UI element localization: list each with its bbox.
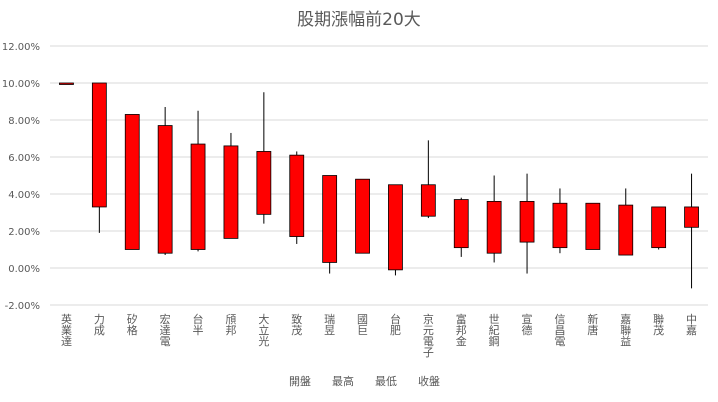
candle-body (223, 145, 239, 239)
legend-label-low: 最低 (375, 375, 397, 388)
chart-title: 股期漲幅前20大 (297, 10, 421, 30)
y-tick-label: 2.00% (8, 227, 40, 238)
legend-label-high: 最高 (332, 374, 354, 388)
x-category-label: 信昌電 (554, 313, 565, 348)
candles-layer (59, 82, 699, 289)
x-category-label: 宣德 (522, 312, 533, 337)
candle (91, 82, 107, 233)
candle (519, 173, 535, 274)
candle (618, 188, 634, 256)
x-category-label: 嘉聯益 (620, 312, 631, 348)
candle-body (190, 143, 206, 250)
candle-body (651, 206, 667, 249)
candle (124, 114, 140, 250)
candle-body (684, 206, 699, 228)
candle-body (256, 151, 272, 215)
x-category-label: 世紀鋼 (489, 313, 500, 348)
candle (684, 173, 699, 289)
legend-label-open: 開盤 (289, 375, 311, 388)
candle (552, 188, 568, 254)
y-tick-label: 8.00% (8, 116, 40, 127)
x-category-label: 瑞昱 (324, 312, 335, 337)
candle (355, 178, 370, 254)
x-category-label: 頎邦 (225, 313, 236, 337)
candle (289, 151, 305, 244)
x-category-label: 富邦金 (456, 312, 467, 348)
legend-label-close: 收盤 (418, 374, 440, 388)
y-tick-label: 10.00% (2, 79, 40, 90)
x-category-label: 國巨 (357, 313, 368, 337)
candle (59, 82, 74, 85)
candle-body (289, 154, 305, 237)
candle (256, 92, 272, 224)
candle (585, 202, 601, 250)
legend: 開盤 最高 最低 收盤 (289, 374, 440, 388)
y-tick-label: 0.00% (8, 264, 40, 275)
x-category-label: 大立光 (258, 312, 269, 348)
candle-body (157, 125, 173, 254)
x-category-label: 中嘉 (686, 313, 697, 337)
candle (388, 184, 403, 276)
candle (486, 175, 502, 263)
candle-body (519, 200, 535, 243)
y-tick-label: -2.00% (5, 301, 40, 312)
candle (190, 110, 206, 252)
x-category-label: 新唐 (587, 312, 598, 337)
candle-body (59, 82, 74, 85)
candle-body (420, 184, 436, 217)
candle-body (124, 114, 140, 250)
x-category-label: 京元電子 (423, 312, 434, 359)
y-tick-label: 4.00% (8, 190, 40, 201)
candle (651, 206, 667, 250)
candle-body (453, 199, 469, 249)
candle-body (618, 204, 634, 256)
candle-body (388, 184, 403, 271)
candle-body (91, 82, 107, 208)
x-category-label: 致茂 (291, 312, 302, 337)
x-category-label: 宏達電 (160, 312, 171, 348)
grid-layer (50, 45, 708, 306)
candle-body (585, 202, 601, 250)
x-category-label: 聯茂 (653, 313, 664, 337)
candle (420, 140, 436, 219)
y-axis-ticks: -2.00% 0.00% 2.00% 4.00% 6.00% 8.00% 10.00% 12.… (2, 42, 40, 312)
x-category-label: 台半 (193, 312, 204, 337)
candle-body (552, 202, 568, 249)
candle (223, 132, 239, 239)
y-tick-label: 6.00% (8, 153, 40, 164)
x-category-label: 矽格 (127, 312, 138, 337)
x-category-label: 英業達 (61, 312, 72, 348)
candle-body (355, 178, 370, 254)
candle (453, 197, 469, 257)
x-category-label: 力成 (94, 313, 105, 337)
candle (157, 107, 173, 256)
candle (322, 175, 338, 274)
candle-body (322, 175, 338, 263)
candle-body (486, 200, 502, 254)
x-category-label: 台肥 (390, 312, 401, 337)
y-tick-label: 12.00% (2, 42, 40, 53)
